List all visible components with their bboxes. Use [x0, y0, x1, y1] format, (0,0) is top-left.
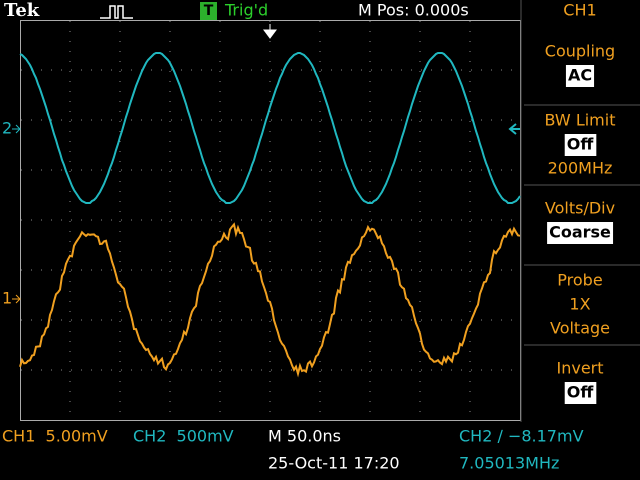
menu-label: Volts/Div	[545, 199, 615, 218]
menu-value: Off	[567, 383, 595, 402]
brand: Tek	[4, 0, 40, 21]
ch1-waveform	[19, 222, 521, 378]
menu: Coupling AC BW Limit Off 200MHz Volts/Div Coar…	[524, 42, 640, 404]
ch2-scale: CH2 500mV	[133, 427, 234, 446]
ch1-scale: CH1 5.00mV	[2, 427, 108, 446]
menu-value: 1X	[569, 295, 590, 314]
trigger-status: Trig'd	[224, 1, 268, 20]
menu-label: Coupling	[545, 42, 615, 61]
menu-label: Probe	[557, 271, 602, 290]
menu-value-box	[564, 134, 597, 156]
menu-label: Invert	[556, 359, 603, 378]
ch1-arrow	[12, 294, 21, 304]
menu-title: CH1	[563, 1, 596, 20]
trigger-level: CH2 ∕ −8.17mV	[459, 427, 584, 446]
trigger-pos-marker	[263, 24, 277, 39]
menu-value-box	[564, 382, 597, 404]
menu-value-box	[547, 222, 614, 244]
menu-label: BW Limit	[545, 111, 616, 130]
trigger-icon	[100, 5, 133, 19]
timestamp: 25-Oct-11 17:20	[268, 454, 400, 473]
menu-value: AC	[568, 66, 592, 85]
frequency: 7.05013MHz	[459, 454, 559, 473]
ch2-waveform	[19, 52, 521, 204]
ch2-arrow	[12, 124, 21, 134]
position: M Pos: 0.000s	[358, 1, 469, 20]
timebase: M 50.0ns	[268, 427, 341, 446]
menu-value-box	[565, 65, 595, 87]
menu-value: Off	[567, 135, 595, 154]
menu-value: Coarse	[549, 223, 611, 242]
ch2-marker: 2	[2, 119, 12, 138]
trigger-level-arrow	[508, 123, 520, 135]
trigger-badge: T	[204, 3, 214, 19]
ch1-marker: 1	[2, 289, 12, 308]
menu-extra: Voltage	[550, 319, 610, 338]
trigger-badge-bg	[200, 2, 217, 20]
menu-extra: 200MHz	[548, 159, 613, 178]
